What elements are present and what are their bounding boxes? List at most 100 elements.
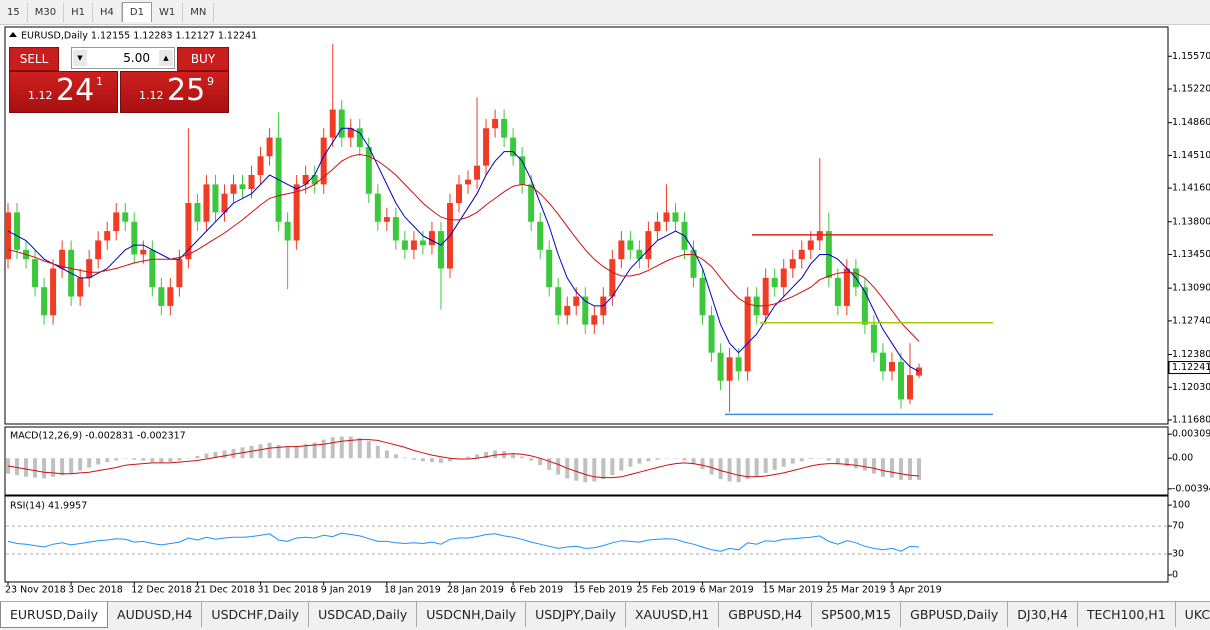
price-label-box bbox=[1168, 361, 1210, 375]
y-tick-label: 1.12380 bbox=[1172, 349, 1210, 360]
macd-title: MACD(12,26,9) -0.002831 -0.002317 bbox=[10, 431, 186, 442]
candle-body bbox=[77, 277, 84, 297]
chart-tab[interactable]: USDCAD,Daily bbox=[309, 602, 418, 627]
lot-up[interactable]: ▲ bbox=[159, 50, 173, 66]
candle-body bbox=[555, 287, 562, 316]
macd-bar bbox=[790, 458, 795, 464]
chart-tab[interactable]: USDJPY,Daily bbox=[526, 602, 626, 627]
y-tick-label: 0.00 bbox=[1172, 453, 1193, 464]
chart: EURUSD,Daily 1.12155 1.12283 1.12127 1.1… bbox=[4, 26, 1210, 596]
macd-bar bbox=[114, 458, 119, 461]
macd-bar bbox=[835, 458, 840, 465]
macd-bar bbox=[871, 458, 876, 474]
y-tick-label: 1.13800 bbox=[1172, 216, 1210, 227]
chart-tab[interactable]: EURUSD,Daily bbox=[0, 602, 109, 628]
macd-bar bbox=[105, 458, 110, 463]
candle-body bbox=[212, 184, 219, 213]
macd-bar bbox=[177, 458, 182, 461]
x-tick-label: 15 Mar 2019 bbox=[763, 585, 823, 596]
candle-body bbox=[465, 179, 472, 185]
macd-bar bbox=[96, 458, 101, 465]
y-tick-label: 1.13090 bbox=[1172, 283, 1210, 294]
candle-body bbox=[636, 249, 643, 260]
chart-tab[interactable]: UKC bbox=[1176, 602, 1210, 627]
timeframe-button[interactable]: H4 bbox=[93, 2, 122, 22]
candle-body bbox=[744, 296, 751, 372]
chart-tab[interactable]: DJ30,H4 bbox=[1008, 602, 1078, 627]
macd-bar bbox=[547, 458, 552, 470]
macd-bar bbox=[312, 442, 317, 459]
macd-bar bbox=[348, 436, 353, 459]
timeframe-button[interactable]: H1 bbox=[64, 2, 93, 22]
y-tick-label: 1.14510 bbox=[1172, 150, 1210, 161]
candle-body bbox=[419, 240, 426, 246]
macd-bar bbox=[159, 458, 164, 463]
candle-body bbox=[726, 357, 733, 381]
macd-bar bbox=[628, 458, 633, 467]
candle-body bbox=[510, 137, 517, 157]
macd-frame bbox=[4, 426, 1169, 496]
chart-tab[interactable]: AUDUSD,H4 bbox=[108, 602, 203, 627]
lot-input[interactable]: 5.00 bbox=[71, 47, 175, 69]
macd-bar bbox=[330, 437, 335, 459]
candle-body bbox=[699, 277, 706, 316]
chart-tab[interactable]: GBPUSD,Daily bbox=[901, 602, 1009, 627]
macd-bar bbox=[357, 438, 362, 459]
lot-down[interactable]: ▼ bbox=[73, 50, 87, 66]
timeframe-button[interactable]: MN bbox=[183, 2, 215, 22]
rsi-frame bbox=[4, 495, 1169, 583]
buy-button[interactable]: BUY bbox=[177, 47, 229, 71]
candle-body bbox=[203, 184, 210, 222]
candle-body bbox=[501, 118, 508, 138]
macd-bar bbox=[475, 454, 480, 459]
candle-body bbox=[798, 249, 805, 260]
y-tick-label: 30 bbox=[1172, 549, 1184, 560]
timeframe-button[interactable]: M30 bbox=[28, 2, 65, 22]
candle-body bbox=[582, 296, 589, 325]
macd-signal bbox=[7, 439, 920, 479]
x-tick-label: 9 Jan 2019 bbox=[321, 585, 372, 596]
candle-body bbox=[239, 184, 246, 190]
chart-tab[interactable]: GBPUSD,H4 bbox=[719, 602, 813, 627]
chart-tab[interactable]: XAUUSD,H1 bbox=[626, 602, 720, 627]
macd-bar bbox=[393, 454, 398, 459]
macd-bar bbox=[574, 458, 579, 481]
macd-bar bbox=[520, 456, 525, 459]
macd-bar bbox=[267, 442, 272, 459]
candle-body bbox=[248, 175, 255, 190]
timeframe-button[interactable]: D1 bbox=[121, 2, 152, 22]
trade-panel: SELL 5.00 ▼ ▲ BUY 1.12 24 1 1.12 25 9 bbox=[9, 47, 229, 113]
chart-tab[interactable]: TECH100,H1 bbox=[1078, 602, 1176, 627]
chart-tab[interactable]: USDCNH,Daily bbox=[417, 602, 527, 627]
macd-bar bbox=[736, 458, 741, 483]
macd-bar bbox=[682, 458, 687, 461]
x-tick-label: 6 Mar 2019 bbox=[700, 585, 754, 596]
ask-price[interactable]: 1.12 25 9 bbox=[120, 71, 229, 113]
candle-body bbox=[897, 362, 904, 400]
candle-body bbox=[293, 184, 300, 241]
rsi-title: RSI(14) 41.9957 bbox=[10, 501, 87, 512]
price-label: 1.12241 bbox=[1172, 362, 1210, 373]
timeframe-button[interactable]: 15 bbox=[0, 2, 28, 22]
candle-body bbox=[492, 118, 499, 129]
y-tick-label: 1.12740 bbox=[1172, 315, 1210, 326]
candle-body bbox=[86, 259, 93, 278]
candle-body bbox=[95, 240, 102, 260]
macd-bar bbox=[303, 444, 308, 459]
candle-body bbox=[365, 146, 372, 194]
candle-body bbox=[888, 362, 895, 372]
timeframe-button[interactable]: W1 bbox=[152, 2, 184, 22]
sell-button[interactable]: SELL bbox=[9, 47, 59, 71]
chart-tab[interactable]: USDCHF,Daily bbox=[202, 602, 310, 627]
candle-body bbox=[329, 109, 336, 138]
candle-body bbox=[194, 203, 201, 222]
macd-bar bbox=[51, 458, 56, 477]
macd-bar bbox=[592, 458, 597, 482]
macd-bar bbox=[87, 458, 92, 468]
candle-body bbox=[672, 212, 679, 222]
macd-bar bbox=[889, 458, 894, 478]
bid-price[interactable]: 1.12 24 1 bbox=[9, 71, 118, 113]
macd-bar bbox=[664, 458, 669, 459]
chart-tab[interactable]: SP500,M15 bbox=[812, 602, 902, 627]
